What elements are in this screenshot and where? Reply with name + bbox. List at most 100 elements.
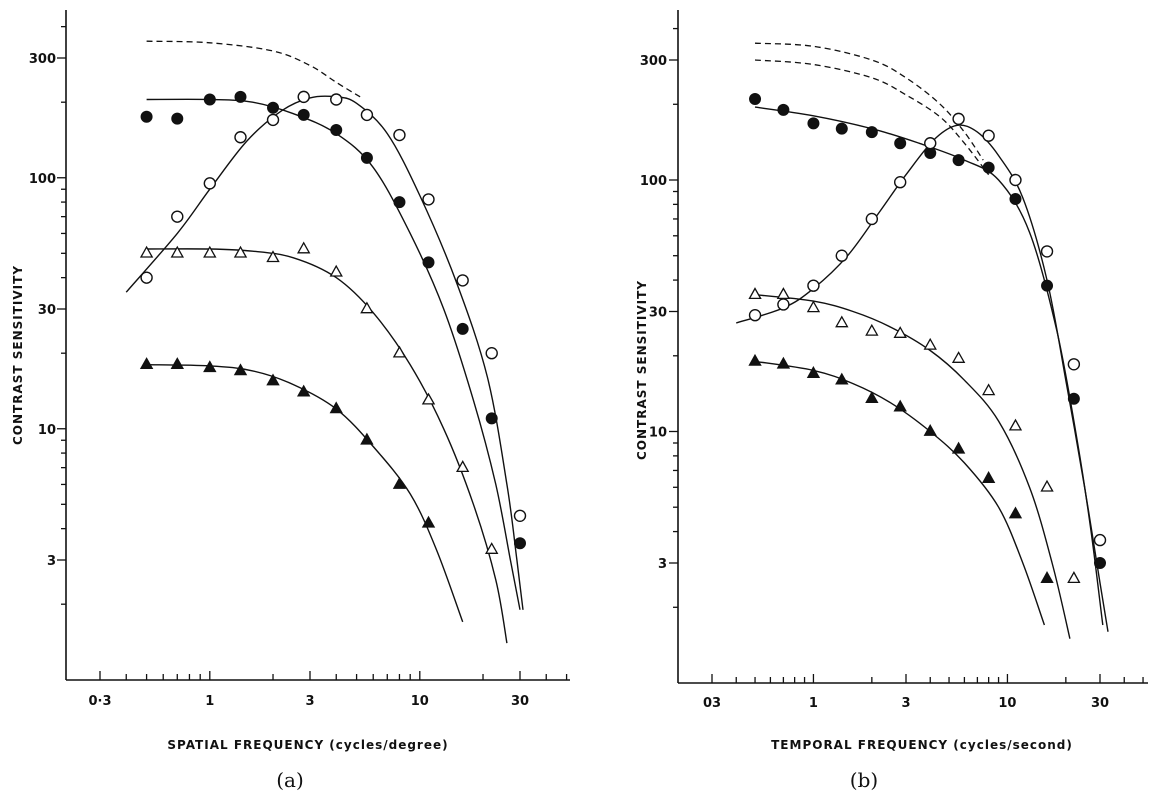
- filled-circle-point-a: [330, 123, 343, 136]
- panel-caption-a: (a): [276, 768, 304, 792]
- filled-circle-point-b: [982, 161, 995, 174]
- open-circle-point-b: [807, 279, 820, 292]
- open-triangle-point-a: [296, 241, 311, 254]
- dashed-curve-a-0: [146, 40, 361, 98]
- fit-curve-a-4: [146, 364, 464, 623]
- open-triangle-point-b: [981, 383, 996, 396]
- filled-triangle-point-a: [266, 373, 280, 386]
- y-tick-label-b: 100: [640, 174, 667, 189]
- filled-circle-point-a: [393, 196, 406, 209]
- axes-a: 0·3 1 3 10 30 3 10 30 100 300: [29, 10, 570, 709]
- open-triangle-point-a: [484, 542, 499, 554]
- x-axis-title-b: TEMPORAL FREQUENCY (cycles/second): [771, 738, 1073, 752]
- open-circle-point-b: [777, 298, 790, 311]
- fit-curve-b-2: [754, 106, 1104, 626]
- filled-circle-point-b: [1067, 392, 1080, 405]
- x-tick-label-b: 1: [809, 696, 818, 711]
- open-triangle-point-a: [329, 264, 343, 277]
- open-circle-point-b: [1009, 173, 1022, 187]
- open-circle-point-b: [982, 129, 995, 142]
- filled-circle-point-a: [485, 412, 498, 425]
- filled-circle-point-a: [140, 110, 153, 123]
- filled-circle-point-a: [267, 101, 280, 114]
- dashed-curve-b-1: [754, 59, 990, 176]
- open-circle-point-a: [456, 274, 469, 287]
- filled-circle-point-b: [777, 103, 790, 116]
- filled-circle-point-b: [807, 117, 820, 130]
- open-circle-point-a: [140, 271, 153, 284]
- y-tick-label-b: 10: [649, 425, 667, 440]
- filled-triangle-point-b: [776, 356, 791, 369]
- x-axis-title-a: SPATIAL FREQUENCY (cycles/degree): [167, 738, 448, 752]
- x-tick-label-b: 03: [703, 696, 721, 711]
- open-circle-point-b: [1093, 533, 1107, 547]
- filled-triangle-point-a: [139, 357, 154, 370]
- filled-triangle-point-b: [1008, 506, 1023, 519]
- data-marks-a: [139, 90, 527, 554]
- filled-triangle-point-a: [203, 360, 217, 373]
- filled-triangle-point-a: [421, 515, 436, 528]
- y-axis-title-a: CONTRAST SENSITIVITY: [11, 265, 25, 445]
- open-triangle-point-b: [1008, 418, 1023, 431]
- open-circle-point-a: [297, 90, 310, 104]
- open-circle-point-b: [865, 212, 879, 226]
- open-triangle-point-a: [139, 245, 154, 258]
- filled-triangle-point-a: [329, 401, 343, 414]
- x-tick-label-a: 1: [205, 694, 214, 709]
- panel-caption-b: (b): [850, 768, 878, 792]
- filled-circle-point-b: [1094, 557, 1106, 569]
- open-circle-point-a: [393, 128, 406, 142]
- open-triangle-point-a: [455, 460, 470, 473]
- open-triangle-point-b: [748, 287, 762, 300]
- filled-triangle-point-a: [233, 363, 248, 376]
- open-triangle-point-b: [776, 287, 791, 300]
- filled-circle-point-a: [514, 537, 526, 550]
- filled-circle-point-a: [171, 112, 184, 125]
- filled-triangle-point-a: [170, 357, 185, 370]
- curves-a: [125, 40, 524, 644]
- x-tick-label-a: 0·3: [88, 694, 111, 709]
- filled-circle-point-a: [234, 90, 247, 103]
- x-tick-label-a: 3: [305, 694, 314, 709]
- open-circle-point-a: [171, 210, 184, 223]
- open-circle-point-a: [234, 131, 247, 144]
- filled-triangle-point-b: [806, 365, 821, 378]
- filled-circle-point-a: [456, 322, 469, 335]
- x-tick-label-a: 30: [511, 694, 529, 709]
- open-circle-point-b: [924, 137, 937, 150]
- y-tick-label-a: 100: [29, 172, 56, 187]
- filled-circle-point-b: [894, 137, 907, 150]
- open-triangle-point-a: [392, 345, 407, 358]
- open-triangle-point-b: [893, 326, 907, 338]
- filled-triangle-point-a: [392, 476, 407, 489]
- open-circle-point-a: [330, 93, 343, 106]
- filled-circle-point-b: [1009, 193, 1022, 206]
- filled-triangle-point-b: [865, 391, 879, 404]
- filled-circle-point-b: [749, 92, 762, 105]
- y-tick-label-a: 300: [29, 52, 56, 67]
- open-triangle-point-b: [951, 351, 966, 363]
- dashed-curve-b-0: [754, 42, 984, 161]
- open-triangle-point-b: [806, 300, 821, 313]
- filled-triangle-point-b: [951, 441, 966, 454]
- filled-triangle-point-b: [748, 353, 762, 366]
- open-triangle-point-b: [835, 315, 849, 328]
- open-triangle-point-b: [865, 323, 879, 336]
- y-tick-label-a: 30: [38, 303, 56, 318]
- x-tick-label-a: 10: [411, 694, 429, 709]
- open-circle-point-b: [952, 112, 965, 126]
- filled-triangle-point-b: [982, 470, 996, 483]
- open-circle-point-b: [1040, 245, 1054, 258]
- filled-triangle-point-b: [923, 423, 937, 436]
- x-tick-label-b: 10: [998, 696, 1016, 711]
- open-circle-point-b: [748, 309, 762, 322]
- fit-curve-a-3: [146, 248, 508, 644]
- filled-circle-point-b: [952, 154, 965, 167]
- filled-triangle-point-a: [296, 384, 311, 397]
- filled-circle-point-a: [422, 256, 435, 269]
- curves-b: [735, 42, 1109, 639]
- fit-curve-b-3: [735, 124, 1109, 632]
- open-triangle-point-a: [233, 245, 248, 258]
- open-circle-point-a: [422, 193, 435, 206]
